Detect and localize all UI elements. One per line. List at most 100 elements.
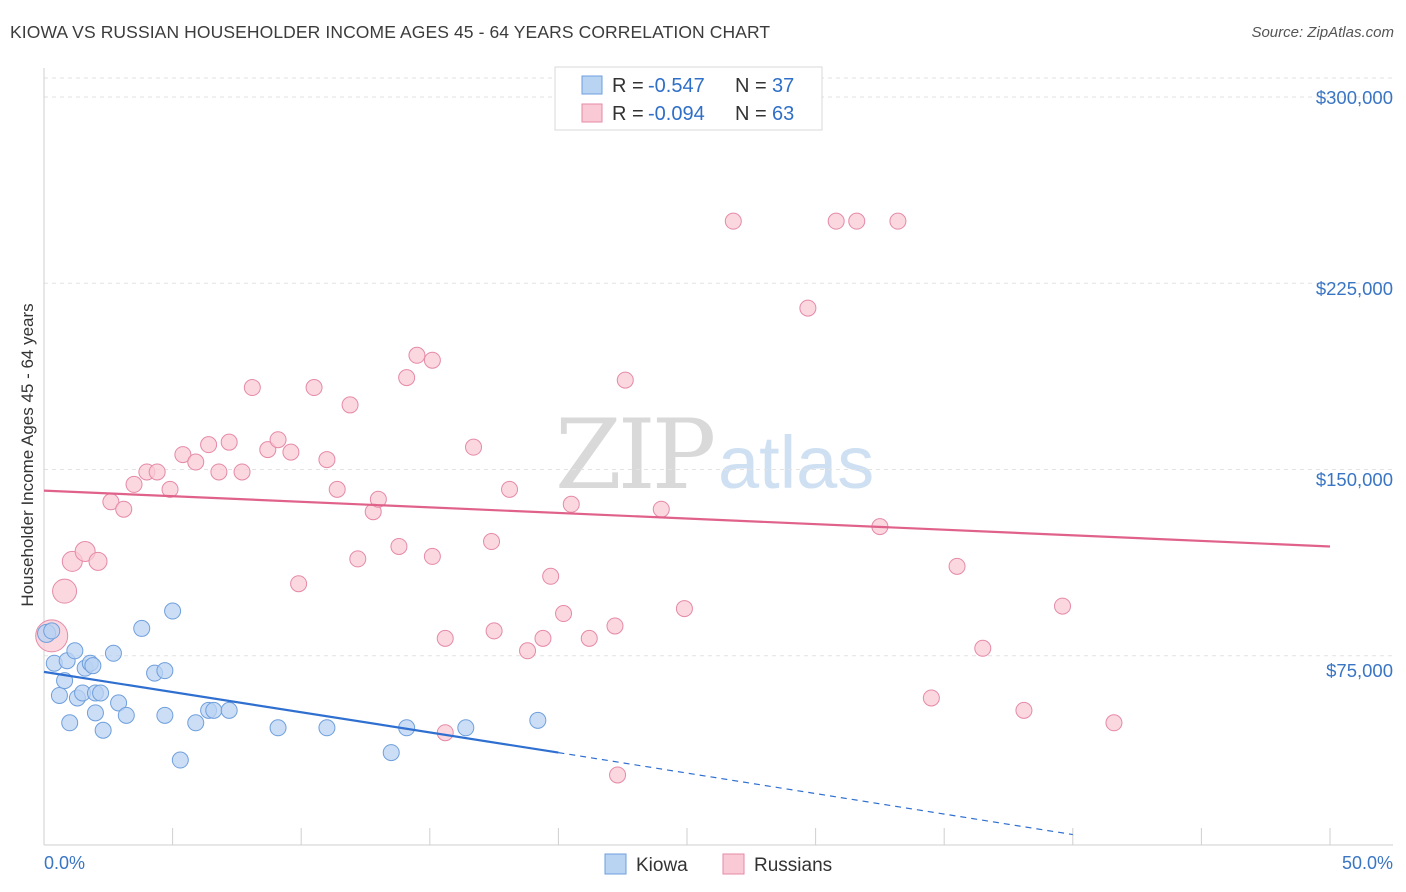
russians-point xyxy=(369,490,387,508)
x-tick-label-max: 50.0% xyxy=(1342,853,1393,873)
russians-point xyxy=(562,495,580,513)
kiowa-point xyxy=(529,711,547,729)
kiowa-point xyxy=(66,642,84,660)
russians-point xyxy=(341,396,359,414)
kiowa-point xyxy=(269,719,287,737)
russians-point xyxy=(799,299,817,317)
kiowa-point xyxy=(110,694,128,712)
russians-point xyxy=(115,500,133,518)
kiowa-point xyxy=(94,721,112,739)
russians-point xyxy=(542,567,560,585)
russians-point xyxy=(848,212,866,230)
kiowa-point xyxy=(457,719,475,737)
russians-trend-line xyxy=(43,489,1331,548)
chart-title: KIOWA VS RUSSIAN HOUSEHOLDER INCOME AGES… xyxy=(10,22,771,42)
russians-point xyxy=(652,500,670,518)
kiowa-point xyxy=(133,619,151,637)
russians-point xyxy=(88,551,108,571)
y-tick-label-75000: $75,000 xyxy=(1326,660,1393,681)
kiowa-point xyxy=(187,714,205,732)
kiowa-point xyxy=(382,744,400,762)
russians-point xyxy=(483,533,501,551)
russians-point xyxy=(259,441,277,459)
kiowa-point xyxy=(318,719,336,737)
legend-swatch-kiowa xyxy=(604,853,627,875)
russians-point xyxy=(243,379,261,397)
kiowa-r-label: R = xyxy=(612,75,644,97)
russians-point xyxy=(974,639,992,657)
russians-point xyxy=(269,431,287,449)
russians-point xyxy=(519,642,537,660)
russians-point xyxy=(200,436,218,454)
legend-label-russians: Russians xyxy=(754,855,832,876)
russians-point xyxy=(485,622,503,640)
kiowa-point xyxy=(171,751,189,769)
kiowa-point xyxy=(117,706,135,724)
kiowa-point xyxy=(164,602,182,620)
russians-point xyxy=(398,369,416,387)
kiowa-point xyxy=(86,704,104,722)
kiowa-legend-swatch xyxy=(581,75,603,95)
kiowa-point xyxy=(50,686,68,704)
kiowa-n-label: N = xyxy=(735,75,767,97)
kiowa-trend-line xyxy=(43,670,559,754)
russians-point xyxy=(290,575,308,593)
watermark-zip: ZIP xyxy=(555,399,714,511)
russians-point xyxy=(52,578,78,604)
russians-point xyxy=(174,446,192,464)
kiowa-point xyxy=(92,684,110,702)
russians-point xyxy=(606,617,624,635)
y-tick-labels: $300,000 $225,000 $150,000 $75,000 xyxy=(1316,87,1393,681)
russians-r-value: -0.094 xyxy=(648,103,705,125)
kiowa-point xyxy=(205,701,223,719)
source-label: Source: ZipAtlas.com xyxy=(1251,24,1394,41)
legend-label-kiowa: Kiowa xyxy=(636,855,688,876)
kiowa-point xyxy=(61,714,79,732)
kiowa-trend-extension xyxy=(558,752,1073,836)
y-tick-label-300000: $300,000 xyxy=(1316,87,1393,108)
russians-point xyxy=(318,451,336,469)
kiowa-point xyxy=(43,622,61,640)
russians-point xyxy=(436,724,454,742)
russians-n-value: 63 xyxy=(772,103,794,125)
y-axis-label: Householder Income Ages 45 - 64 years xyxy=(18,303,37,606)
russians-point xyxy=(827,212,845,230)
kiowa-point xyxy=(156,662,174,680)
russians-point xyxy=(555,605,573,623)
russians-point xyxy=(922,689,940,707)
russians-point xyxy=(210,463,228,481)
russians-point xyxy=(724,212,742,230)
russians-point xyxy=(233,463,251,481)
russians-point xyxy=(1015,701,1033,719)
x-tick-label-min: 0.0% xyxy=(44,853,85,873)
axes xyxy=(43,68,1393,846)
kiowa-n-value: 37 xyxy=(772,75,794,97)
russians-series xyxy=(35,212,1123,784)
y-tick-label-225000: $225,000 xyxy=(1316,278,1393,299)
russians-n-label: N = xyxy=(735,103,767,125)
russians-point xyxy=(580,629,598,647)
series-legend: Kiowa Russians xyxy=(604,853,832,876)
russians-point xyxy=(616,371,634,389)
y-tick-label-150000: $150,000 xyxy=(1316,469,1393,490)
russians-point xyxy=(125,475,143,493)
russians-point xyxy=(423,351,441,369)
kiowa-series xyxy=(37,602,547,769)
russians-point xyxy=(948,557,966,575)
russians-point xyxy=(1054,597,1072,615)
russians-point xyxy=(609,766,627,784)
kiowa-point xyxy=(156,706,174,724)
russians-point xyxy=(305,379,323,397)
russians-legend-swatch xyxy=(581,103,603,123)
gridlines xyxy=(44,77,1393,657)
russians-point xyxy=(328,480,346,498)
kiowa-point xyxy=(104,644,122,662)
trend-lines xyxy=(43,489,1331,836)
russians-point xyxy=(408,346,426,364)
kiowa-point xyxy=(84,657,102,675)
legend-swatch-russians xyxy=(722,853,745,875)
russians-point xyxy=(282,443,300,461)
russians-point xyxy=(423,547,441,565)
kiowa-r-value: -0.547 xyxy=(648,75,705,97)
russians-point xyxy=(148,463,166,481)
